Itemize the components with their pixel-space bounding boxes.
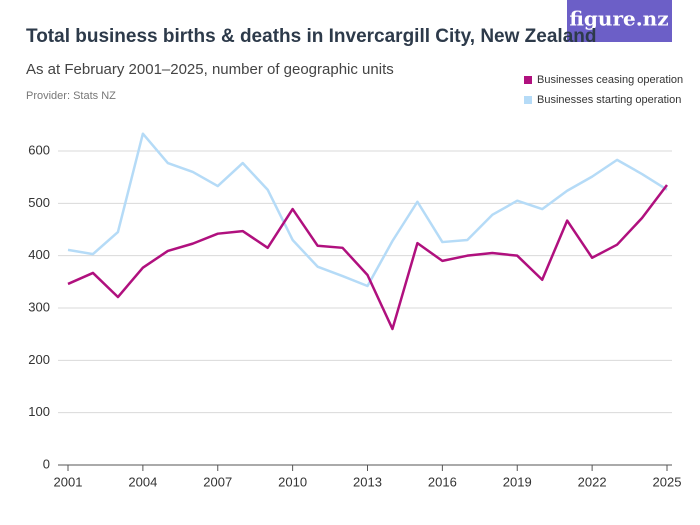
- brand: figure.nz: [569, 7, 668, 31]
- y-tick-label: 500: [28, 195, 50, 210]
- series-line: [67, 184, 668, 331]
- chart-title: Total business births & deaths in Inverc…: [26, 26, 596, 47]
- x-tick-label: 2004: [128, 474, 157, 489]
- x-tick-label: 2016: [428, 474, 457, 489]
- x-tick-label: 2019: [503, 474, 532, 489]
- x-tick-label: 2025: [653, 474, 682, 489]
- x-tick-label: 2010: [278, 474, 307, 489]
- source: Provider: Stats NZ: [26, 90, 116, 102]
- y-tick-label: 600: [28, 142, 50, 157]
- y-tick-label: 0: [43, 456, 50, 471]
- legend-label: Businesses starting operation: [537, 94, 681, 106]
- legend-swatch: [524, 76, 532, 84]
- x-tick-label: 2022: [578, 474, 607, 489]
- brand-box: [567, 0, 672, 42]
- y-tick-label: 300: [28, 299, 50, 314]
- legend-swatch: [524, 96, 532, 104]
- y-tick-label: 200: [28, 352, 50, 367]
- x-tick-label: 2007: [203, 474, 232, 489]
- y-tick-label: 100: [28, 404, 50, 419]
- chart-subtitle: As at February 2001–2025, number of geog…: [26, 61, 394, 78]
- x-tick-label: 2013: [353, 474, 382, 489]
- series-line: [67, 132, 668, 288]
- x-tick-label: 2001: [54, 474, 83, 489]
- legend-label: Businesses ceasing operation: [537, 74, 683, 86]
- y-tick-label: 400: [28, 247, 50, 262]
